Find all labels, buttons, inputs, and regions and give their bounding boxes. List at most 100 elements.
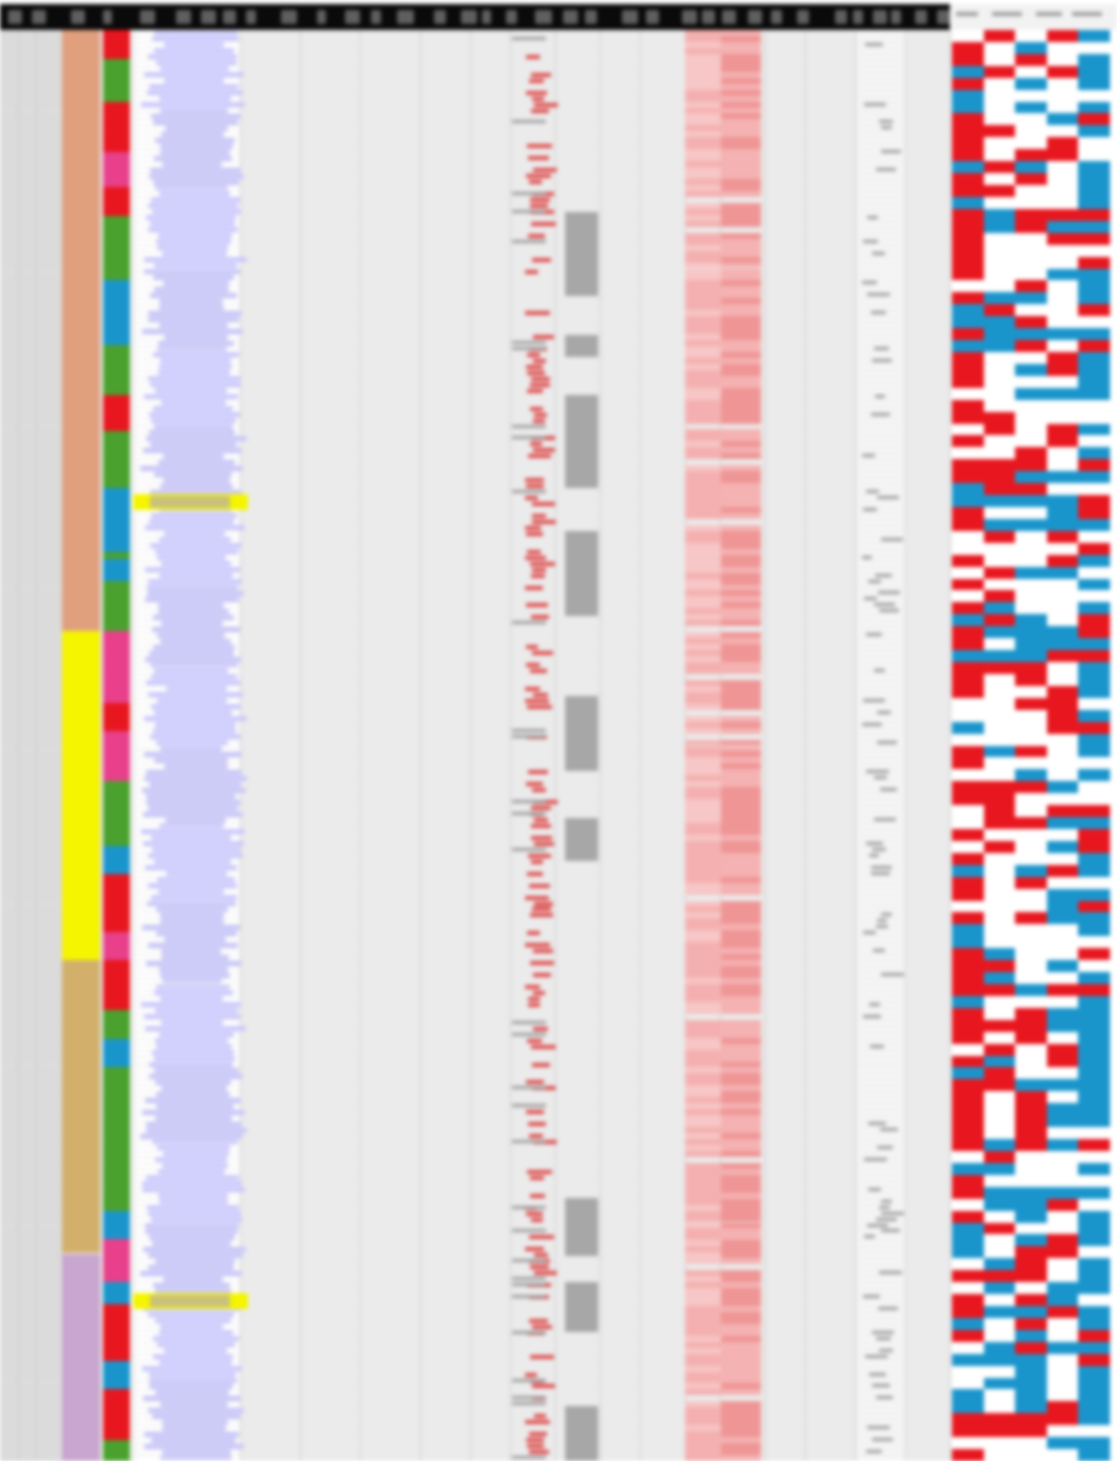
value-text xyxy=(529,1432,547,1437)
column-gridline xyxy=(18,30,19,1461)
heatmap-cell xyxy=(952,924,984,936)
heatmap-cell xyxy=(1047,1103,1079,1115)
value-text xyxy=(528,1002,540,1007)
heatmap-cell xyxy=(984,698,1016,710)
score-cell xyxy=(721,954,761,961)
value-text xyxy=(534,1253,548,1258)
heatmap-cell xyxy=(1015,1139,1047,1151)
row-gridline xyxy=(0,1258,950,1259)
gene-name-cell xyxy=(142,1187,245,1193)
group-band-segment xyxy=(62,1253,100,1461)
row-gridline xyxy=(0,960,950,961)
row-gridline xyxy=(0,1348,950,1349)
note-text xyxy=(867,215,878,219)
score-cell xyxy=(721,1198,761,1205)
category-band-segment xyxy=(103,430,130,488)
gene-name-cell xyxy=(150,292,237,298)
row-gridline xyxy=(0,906,950,907)
gene-name-cell xyxy=(146,1175,239,1181)
score-cell xyxy=(721,1359,761,1366)
gene-name-cell xyxy=(148,805,238,811)
value-text xyxy=(526,54,540,59)
heatmap-cell xyxy=(1078,149,1110,161)
gene-name-cell xyxy=(146,793,236,799)
heatmap-cell xyxy=(984,66,1016,78)
value-text xyxy=(527,370,545,375)
heatmap-cell xyxy=(1015,1223,1047,1235)
heatmap-cell xyxy=(1047,30,1079,42)
note-text xyxy=(881,126,892,130)
label-text xyxy=(512,1104,546,1108)
value-text xyxy=(526,782,543,787)
score-cell xyxy=(685,483,721,490)
score-cell xyxy=(721,179,761,186)
score-cell xyxy=(685,316,721,323)
row-gridline xyxy=(0,191,950,192)
row-gridline xyxy=(0,400,950,401)
score-cell xyxy=(685,405,721,412)
heatmap-cell xyxy=(1078,1234,1110,1246)
score-cell xyxy=(721,1133,761,1140)
heatmap-cell xyxy=(984,388,1016,400)
heatmap-cell xyxy=(984,1163,1016,1175)
note-text xyxy=(879,1271,902,1275)
value-text xyxy=(530,913,553,918)
score-cell xyxy=(721,697,761,704)
note-text xyxy=(881,150,901,154)
row-gridline xyxy=(0,1336,950,1337)
gene-name-cell xyxy=(154,286,229,292)
gene-name-cell xyxy=(163,477,230,483)
gene-name-cell xyxy=(161,1085,227,1091)
heatmap-cell xyxy=(952,1163,984,1175)
heatmap-cell xyxy=(1078,90,1110,102)
heatmap-cell xyxy=(1078,1246,1110,1258)
score-cell xyxy=(721,1449,761,1456)
score-cell xyxy=(721,149,761,156)
score-cell xyxy=(721,578,761,585)
heatmap-cell xyxy=(952,280,984,292)
gene-name-cell xyxy=(140,1133,243,1139)
heatmap-cell xyxy=(984,1223,1016,1235)
header-cell xyxy=(317,10,326,24)
category-band-segment xyxy=(103,552,130,560)
row-gridline xyxy=(0,710,950,711)
score-cell xyxy=(721,1055,761,1062)
gene-name-cell xyxy=(156,906,228,912)
value-text xyxy=(526,174,551,179)
heatmap-cell xyxy=(984,805,1016,817)
heatmap-cell xyxy=(1078,1389,1110,1401)
score-cell xyxy=(685,375,721,382)
heatmap-cell xyxy=(1047,304,1079,316)
heatmap-cell xyxy=(952,257,984,269)
gene-name-cell xyxy=(145,656,241,662)
value-text xyxy=(525,269,538,274)
row-gridline xyxy=(0,209,950,210)
score-cell xyxy=(685,1061,721,1068)
heatmap-cell xyxy=(1015,1020,1047,1032)
value-block xyxy=(565,696,598,771)
heatmap-cell xyxy=(1015,698,1047,710)
column-gridline xyxy=(555,30,556,1461)
header-cell xyxy=(8,10,22,24)
row-gridline xyxy=(0,1294,950,1295)
header-cell xyxy=(702,10,715,24)
score-cell xyxy=(721,1210,761,1217)
note-text xyxy=(881,913,892,917)
score-cell xyxy=(721,1091,761,1098)
label-text xyxy=(512,1086,546,1090)
gene-name-cell xyxy=(149,650,234,656)
score-cell xyxy=(721,888,761,895)
heatmap-cell xyxy=(1078,650,1110,662)
value-text xyxy=(532,788,546,793)
heatmap-cell xyxy=(1015,280,1047,292)
row-gridline xyxy=(0,1056,950,1057)
score-cell xyxy=(721,614,761,621)
value-text xyxy=(531,835,552,840)
heatmap-cell xyxy=(952,1127,984,1139)
heatmap-cell xyxy=(1047,531,1079,543)
gene-name-cell xyxy=(156,1103,234,1109)
heatmap-cell xyxy=(1078,948,1110,960)
score-cell xyxy=(685,632,721,639)
row-gridline xyxy=(0,972,950,973)
heatmap-cell xyxy=(1047,185,1079,197)
